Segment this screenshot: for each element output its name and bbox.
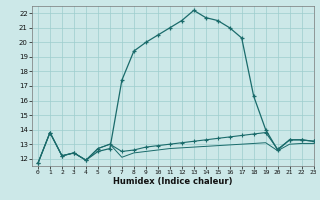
X-axis label: Humidex (Indice chaleur): Humidex (Indice chaleur) — [113, 177, 233, 186]
